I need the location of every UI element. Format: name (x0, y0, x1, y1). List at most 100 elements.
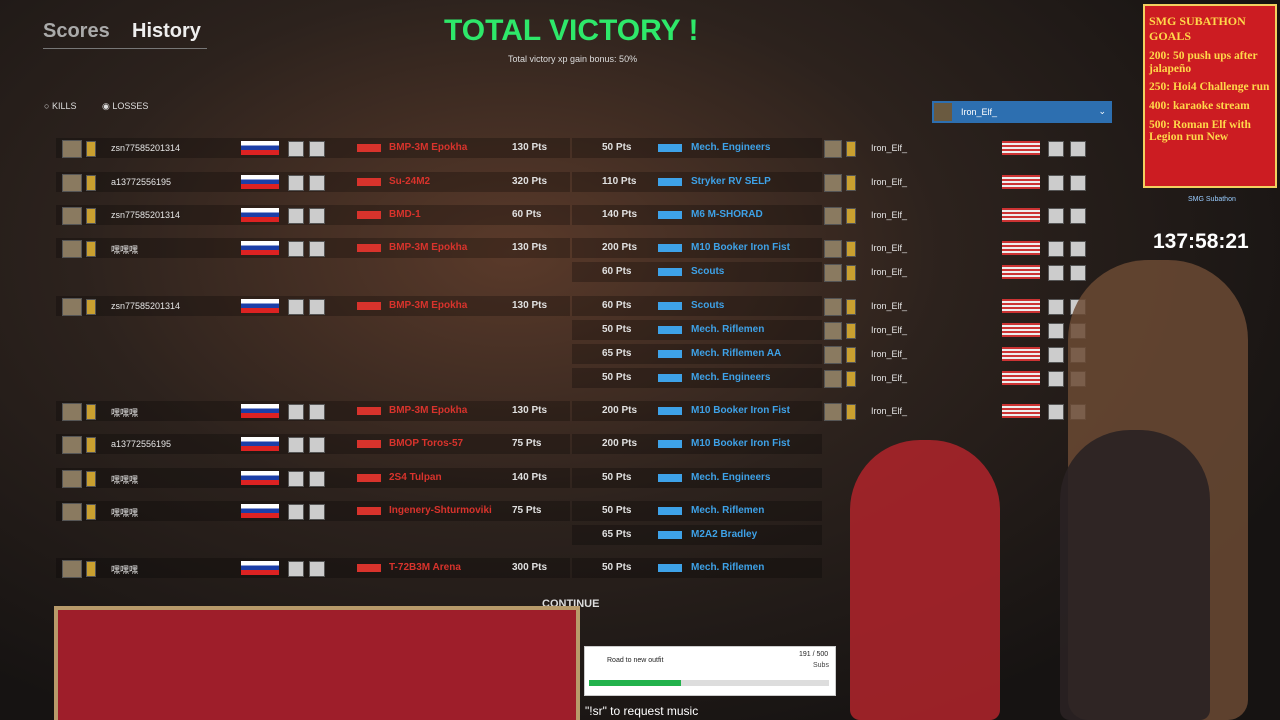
nation-icon (1070, 241, 1086, 257)
row-background (572, 368, 822, 388)
tab-history[interactable]: History (132, 20, 201, 42)
points: 50 Pts (602, 472, 632, 483)
nation-icon (1048, 141, 1064, 157)
player-name: 嘿嘿嘿 (111, 475, 139, 485)
nation-icon (309, 141, 325, 157)
goal: 500: Roman Elf with Legion run New (1149, 118, 1251, 144)
nation-icon (309, 437, 325, 453)
nation-icon (1048, 323, 1064, 339)
unit-icon (658, 531, 682, 539)
unit-icon (357, 407, 381, 415)
filter-label: KILLS (51, 101, 77, 111)
rank-icon (86, 404, 96, 420)
points: 50 Pts (602, 562, 632, 573)
player-name: 嘿嘿嘿 (111, 508, 139, 518)
unit-icon (658, 178, 682, 186)
rank-icon (86, 208, 96, 224)
row-background (572, 138, 822, 158)
row-background (572, 320, 822, 340)
row-background (572, 205, 822, 225)
unit-icon (357, 211, 381, 219)
unit-name: Su-24M2 (389, 176, 431, 187)
row-background (572, 172, 822, 192)
rank-icon (846, 371, 856, 387)
points: 110 Pts (602, 176, 637, 187)
avatar (824, 322, 842, 340)
unit-icon (658, 564, 682, 572)
nation-icon (288, 404, 304, 420)
row-background (572, 434, 822, 454)
filter-losses[interactable]: ◉ LOSSES (102, 101, 149, 111)
flag (241, 471, 279, 485)
avatar (62, 174, 82, 192)
unit-name: M10 Booker Iron Fist (691, 242, 790, 253)
nation-icon (1048, 347, 1064, 363)
player-name: Iron_Elf_ (871, 267, 908, 277)
avatar (62, 240, 82, 258)
player-name: Iron_Elf_ (871, 325, 908, 335)
rank-icon (846, 323, 856, 339)
avatar-figure (850, 440, 1000, 720)
points: 50 Pts (602, 505, 632, 516)
flag (241, 561, 279, 575)
tab-underline (43, 48, 207, 49)
nation-icon (1048, 175, 1064, 191)
player-name: zsn77585201314 (111, 301, 181, 311)
row-background (572, 344, 822, 364)
unit-icon (658, 268, 682, 276)
nation-icon (1070, 208, 1086, 224)
flag (1002, 208, 1040, 222)
flag (1002, 141, 1040, 155)
row-background (572, 468, 822, 488)
unit-name: 2S4 Tulpan (389, 472, 442, 483)
player-name: 嘿嘿嘿 (111, 565, 139, 575)
row-background (572, 296, 822, 316)
avatar (62, 298, 82, 316)
nation-icon (1070, 175, 1086, 191)
unit-name: Mech. Riflemen (691, 324, 765, 335)
points: 75 Pts (512, 505, 542, 516)
player-name: zsn77585201314 (111, 143, 181, 153)
unit-icon (658, 507, 682, 515)
points: 65 Pts (602, 529, 632, 540)
unit-name: BMP-3M Epokha (389, 142, 468, 153)
flag (1002, 241, 1040, 255)
unit-name: Stryker RV SELP (691, 176, 771, 187)
rank-icon (86, 141, 96, 157)
outfit-label: Road to new outfit (607, 657, 664, 664)
stream-panel (54, 606, 580, 720)
avatar (62, 470, 82, 488)
player-select[interactable]: Iron_Elf_ ⌄ (932, 101, 1112, 123)
unit-icon (658, 474, 682, 482)
nation-icon (288, 471, 304, 487)
row-background (572, 262, 822, 282)
avatar (62, 560, 82, 578)
music-note: "!sr" to request music (585, 704, 699, 718)
unit-name: Mech. Engineers (691, 372, 771, 383)
rank-icon (86, 175, 96, 191)
unit-icon (658, 244, 682, 252)
player-name: a13772556195 (111, 177, 172, 187)
unit-icon (357, 144, 381, 152)
avatar (934, 103, 952, 121)
points: 50 Pts (602, 324, 632, 335)
avatar (62, 140, 82, 158)
row-background (572, 401, 822, 421)
timer-label: SMG Subathon (1188, 196, 1236, 203)
progress-track (589, 680, 829, 686)
tab-scores[interactable]: Scores (43, 20, 110, 42)
filter-kills[interactable]: ○ KILLS (44, 101, 77, 111)
goal: 200: 50 push ups after jalapeño (1149, 50, 1258, 75)
flag (1002, 323, 1040, 337)
nation-icon (288, 437, 304, 453)
player-name: Iron_Elf_ (871, 301, 908, 311)
points: 75 Pts (512, 438, 542, 449)
player-name: Iron_Elf_ (871, 177, 908, 187)
outfit-unit: Subs (813, 662, 829, 669)
nation-icon (1048, 208, 1064, 224)
outfit-count: 191 / 500 (799, 651, 829, 658)
avatar (824, 370, 842, 388)
avatar (824, 403, 842, 421)
row-background (572, 558, 822, 578)
nation-icon (288, 504, 304, 520)
